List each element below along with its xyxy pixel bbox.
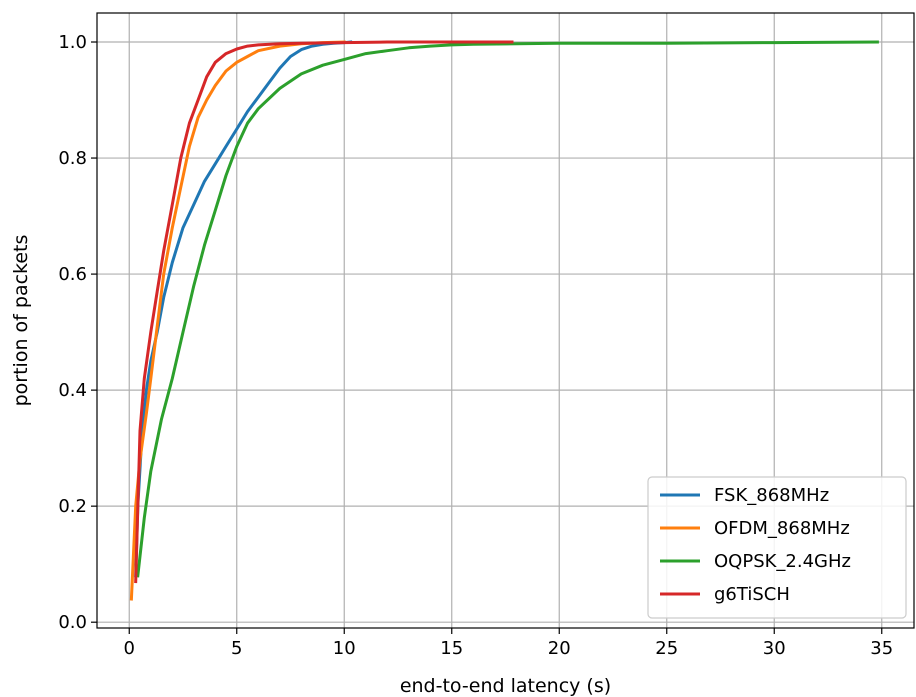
series-line-fsk-868mhz [134, 40, 353, 578]
y-tick-label: 0.0 [58, 612, 87, 633]
legend-label: OQPSK_2.4GHz [714, 551, 851, 572]
x-tick-label: 20 [548, 638, 571, 659]
series-lines [129, 40, 879, 601]
x-tick-label: 10 [333, 638, 356, 659]
y-tick-label: 0.2 [58, 496, 87, 517]
y-tick-label: 0.8 [58, 148, 87, 169]
y-axis-ticks: 0.0 0.2 0.4 0.6 0.8 1.0 [58, 32, 97, 633]
series-line-g6tisch [134, 40, 514, 584]
series-line-oqpsk-2-4ghz [136, 40, 879, 578]
x-axis-label: end-to-end latency (s) [400, 675, 611, 697]
legend-box [647, 476, 907, 619]
x-tick-label: 35 [870, 638, 893, 659]
series-line-ofdm-868mhz [129, 40, 346, 601]
y-tick-label: 0.6 [58, 264, 87, 285]
x-axis-ticks: 0 5 10 15 20 25 30 35 [124, 628, 893, 659]
legend-label: FSK_868MHz [714, 485, 829, 506]
legend-label: OFDM_868MHz [714, 518, 850, 539]
x-tick-label: 15 [440, 638, 463, 659]
legend-label: g6TiSCH [714, 584, 790, 605]
x-tick-label: 30 [763, 638, 786, 659]
y-axis-label: portion of packets [10, 235, 32, 407]
legend: FSK_868MHz OFDM_868MHz OQPSK_2.4GHz g6TiSCH [647, 476, 907, 619]
x-tick-label: 5 [231, 638, 242, 659]
y-tick-label: 1.0 [58, 32, 87, 53]
x-tick-label: 0 [124, 638, 135, 659]
plot-area-frame [96, 12, 915, 629]
y-tick-label: 0.4 [58, 380, 87, 401]
x-tick-label: 25 [655, 638, 678, 659]
